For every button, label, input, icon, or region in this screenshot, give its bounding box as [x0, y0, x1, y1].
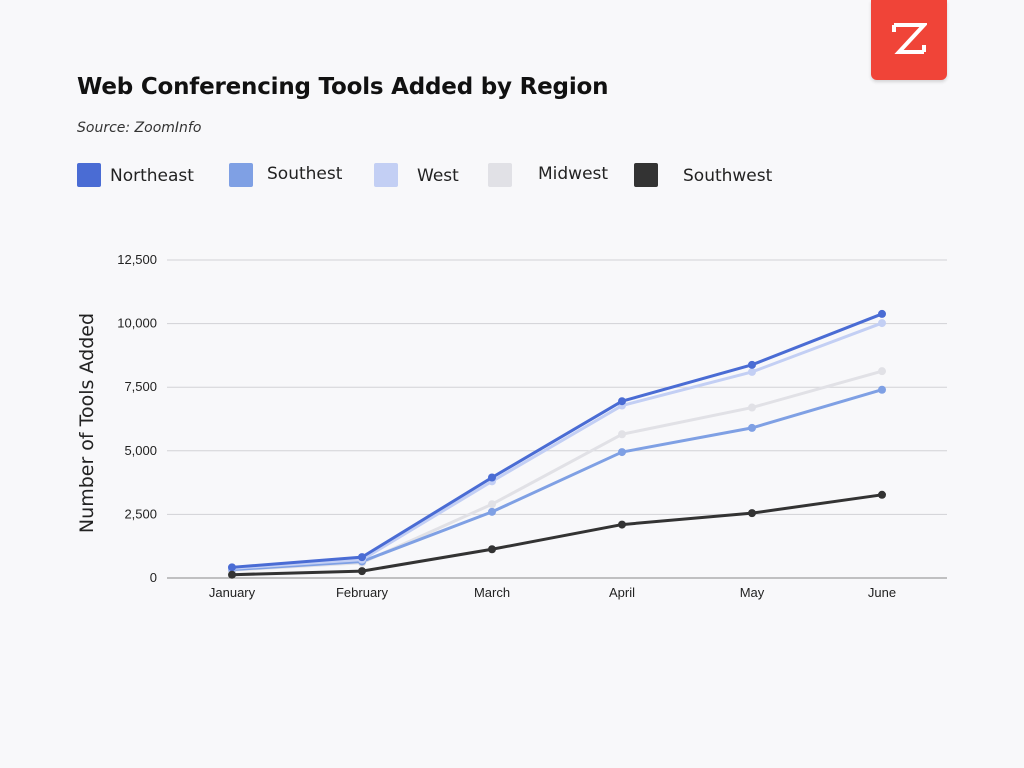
data-point-southwest-february: [358, 567, 366, 576]
data-point-northeast-may: [748, 360, 756, 369]
series-southest: [228, 385, 886, 574]
data-point-midwest-march: [488, 500, 496, 509]
data-point-midwest-may: [748, 403, 756, 412]
zoominfo-z-logo-icon: [892, 23, 927, 54]
gridlines: [167, 259, 947, 579]
y-tick-label-2500: 2,500: [124, 506, 157, 521]
x-tick-label-april: April: [609, 585, 635, 600]
y-tick-label-5000: 5,000: [124, 443, 157, 458]
y-tick-label-10000: 10,000: [117, 316, 157, 331]
series-line-midwest: [230, 369, 884, 572]
data-point-midwest-april: [618, 430, 626, 439]
x-tick-label-may: May: [740, 585, 765, 600]
data-point-southwest-march: [488, 545, 496, 554]
series-line-northeast: [230, 312, 884, 569]
data-point-northeast-february: [358, 553, 366, 562]
y-tick-label-0: 0: [150, 570, 157, 585]
series-line-southest: [230, 388, 884, 572]
x-tick-label-march: March: [474, 585, 510, 600]
x-tick-label-january: January: [209, 585, 256, 600]
data-point-southwest-june: [878, 490, 886, 499]
data-point-southwest-april: [618, 520, 626, 529]
data-point-northeast-march: [488, 473, 496, 482]
legend-label-midwest: Midwest: [538, 164, 609, 184]
y-tick-label-7500: 7,500: [124, 379, 157, 394]
series-northeast: [228, 309, 886, 572]
data-point-southwest-may: [748, 509, 756, 518]
data-point-northeast-june: [878, 309, 886, 318]
data-point-northeast-april: [618, 397, 626, 406]
data-point-southest-march: [488, 507, 496, 516]
legend-label-west: West: [417, 166, 459, 186]
legend-swatch-northeast: [77, 163, 101, 187]
data-point-southest-may: [748, 423, 756, 432]
x-tick-label-june: June: [868, 585, 896, 600]
series-west: [228, 319, 886, 573]
y-tick-label-12500: 12,500: [117, 252, 157, 267]
data-point-southest-april: [618, 448, 626, 457]
legend-label-northeast: Northeast: [110, 166, 194, 186]
legend-swatch-midwest: [488, 163, 512, 187]
series-lines: [228, 309, 886, 579]
series-midwest: [228, 367, 886, 575]
legend-swatch-west: [374, 163, 398, 187]
zoominfo-logo: [871, 0, 947, 80]
series-line-southwest: [230, 493, 884, 577]
x-axis-ticks: January February March April May June: [209, 585, 896, 600]
legend-label-southwest: Southwest: [683, 166, 773, 186]
data-point-midwest-june: [878, 367, 886, 376]
chart-subtitle: Source: ZoomInfo: [77, 120, 202, 136]
legend-swatch-southest: [229, 163, 253, 187]
data-point-west-may: [748, 367, 756, 376]
legend-swatch-southwest: [634, 163, 658, 187]
chart-title: Web Conferencing Tools Added by Region: [77, 74, 609, 100]
y-axis-ticks: 0 2,500 5,000 7,500 10,000 12,500: [117, 252, 157, 585]
series-line-west: [230, 321, 884, 570]
legend-label-southest: Southest: [267, 164, 343, 184]
series-southwest: [228, 490, 886, 579]
x-tick-label-february: February: [336, 585, 389, 600]
data-point-southwest-january: [228, 570, 236, 579]
data-point-southest-june: [878, 385, 886, 394]
data-point-northeast-january: [228, 563, 236, 572]
data-point-west-june: [878, 319, 886, 328]
